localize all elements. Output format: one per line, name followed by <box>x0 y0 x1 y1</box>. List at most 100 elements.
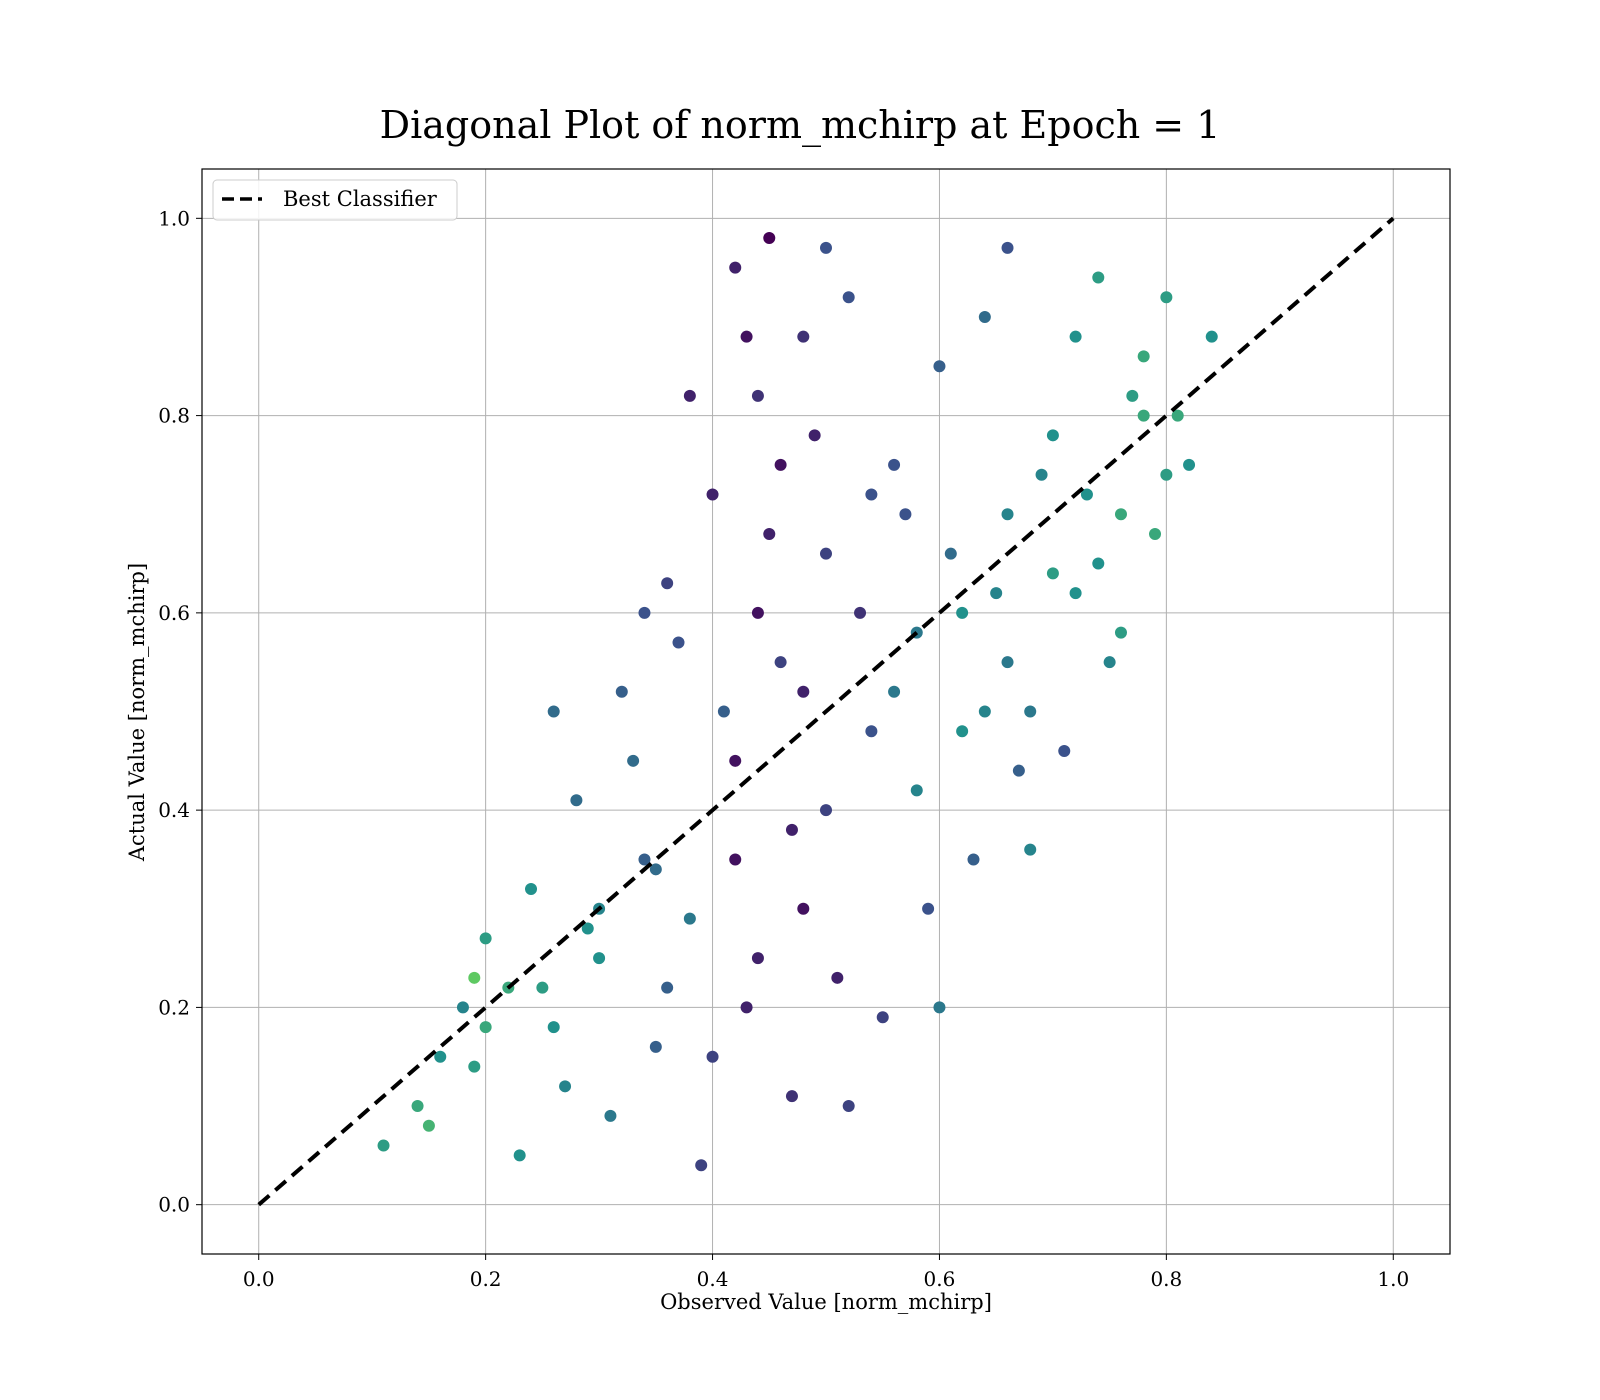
scatter-point <box>456 1001 469 1014</box>
scatter-point <box>547 705 560 718</box>
scatter-point <box>842 291 855 304</box>
scatter-point <box>434 1050 447 1063</box>
scatter-point <box>1069 330 1082 343</box>
scatter-point <box>990 587 1003 600</box>
scatter-point <box>740 330 753 343</box>
scatter-point <box>933 360 946 373</box>
y-tick-label: 1.0 <box>158 206 190 230</box>
scatter-point <box>525 883 538 896</box>
scatter-point <box>763 232 776 245</box>
scatter-point <box>377 1139 390 1152</box>
data-points <box>377 232 1218 1172</box>
scatter-point <box>570 794 583 807</box>
scatter-point <box>468 1060 481 1073</box>
scatter-point <box>1035 468 1048 481</box>
scatter-point <box>1137 350 1150 363</box>
scatter-point <box>1160 468 1173 481</box>
scatter-point <box>604 1109 617 1122</box>
scatter-point <box>933 1001 946 1014</box>
scatter-point <box>956 725 969 738</box>
scatter-point <box>422 1119 435 1132</box>
scatter-point <box>627 754 640 767</box>
scatter-point <box>683 389 696 402</box>
scatter-point <box>763 527 776 540</box>
scatter-point <box>842 1100 855 1113</box>
scatter-point <box>1126 389 1139 402</box>
scatter-point <box>751 606 764 619</box>
scatter-point <box>865 725 878 738</box>
scatter-point <box>1080 488 1093 501</box>
scatter-point <box>1012 764 1025 777</box>
scatter-point <box>1171 409 1184 422</box>
scatter-point <box>661 577 674 590</box>
scatter-point <box>638 853 651 866</box>
scatter-point <box>729 261 742 274</box>
x-tick-label: 0.6 <box>924 1267 956 1291</box>
best-classifier-line <box>257 216 1395 1207</box>
scatter-point <box>797 685 810 698</box>
reference-line-layer <box>257 216 1395 1207</box>
scatter-point <box>559 1080 572 1093</box>
scatter-point <box>797 330 810 343</box>
scatter-point <box>513 1149 526 1162</box>
scatter-point <box>820 804 832 817</box>
scatter-point <box>888 458 901 471</box>
x-tick-label: 0.2 <box>470 1267 502 1291</box>
scatter-point <box>831 971 844 984</box>
scatter-point <box>751 389 764 402</box>
scatter-point <box>876 1011 889 1024</box>
scatter-point <box>899 508 912 521</box>
scatter-point <box>865 488 878 501</box>
y-tick-label: 0.6 <box>158 601 190 625</box>
scatter-point <box>1149 527 1162 540</box>
scatter-point <box>910 784 923 797</box>
scatter-point <box>1024 843 1037 856</box>
scatter-point <box>808 429 821 442</box>
scatter-point <box>1046 429 1059 442</box>
y-tick-label: 0.8 <box>158 404 190 428</box>
y-tick-label: 0.4 <box>158 798 190 822</box>
scatter-point <box>1114 508 1127 521</box>
scatter-point <box>1103 656 1116 669</box>
scatter-point <box>1024 705 1037 718</box>
scatter-point <box>717 705 730 718</box>
scatter-point <box>536 981 549 994</box>
scatter-point <box>672 636 685 649</box>
scatter-point <box>1205 330 1218 343</box>
x-tick-label: 0.0 <box>243 1267 275 1291</box>
scatter-point <box>1001 656 1014 669</box>
legend: Best Classifier <box>212 179 458 221</box>
scatter-point <box>944 547 957 560</box>
scatter-point <box>695 1159 708 1172</box>
scatter-point <box>820 547 832 560</box>
y-tick-label: 0.0 <box>158 1193 190 1217</box>
scatter-point <box>774 656 787 669</box>
scatter-point <box>888 685 901 698</box>
scatter-point <box>978 705 991 718</box>
x-tick-label: 0.4 <box>697 1267 729 1291</box>
scatter-point <box>785 1090 798 1103</box>
scatter-point <box>820 241 832 254</box>
x-tick-label: 1.0 <box>1377 1267 1409 1291</box>
scatter-point <box>978 310 991 323</box>
scatter-point <box>479 1021 492 1034</box>
y-axis-label: Actual Value [norm_mchirp] <box>125 563 149 862</box>
y-axis-ticks: 0.0 0.2 0.4 0.6 0.8 1.0 <box>158 206 202 1217</box>
scatter-point <box>956 606 969 619</box>
scatter-point <box>411 1100 424 1113</box>
scatter-point <box>1001 241 1014 254</box>
plot-frame <box>201 168 1451 1255</box>
scatter-point <box>1114 626 1127 639</box>
scatter-point <box>1160 291 1173 304</box>
scatter-point <box>547 1021 560 1034</box>
scatter-point <box>1137 409 1150 422</box>
chart-title: Diagonal Plot of norm_mchirp at Epoch = … <box>380 103 1221 148</box>
scatter-point <box>785 823 798 836</box>
scatter-point <box>774 458 787 471</box>
scatter-point <box>797 902 810 915</box>
scatter-point <box>967 853 980 866</box>
scatter-point <box>854 606 867 619</box>
x-tick-label: 0.8 <box>1150 1267 1182 1291</box>
scatter-point <box>479 932 492 945</box>
